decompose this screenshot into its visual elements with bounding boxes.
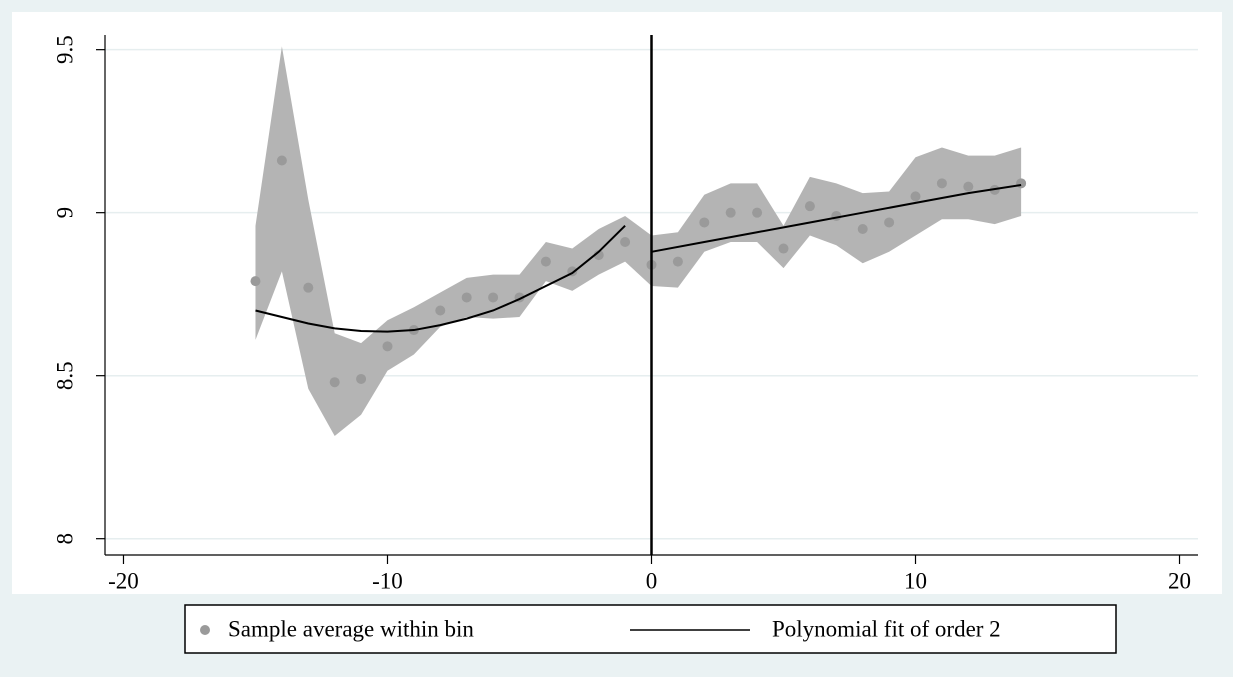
fit-line [651,183,1022,253]
bin-average [699,217,710,228]
bin-average [910,191,921,202]
y-tick-label: 9.5 [52,35,77,64]
bin-average [250,276,261,287]
bin-average [461,292,472,303]
bin-average [356,373,367,384]
bin-average [435,305,446,316]
legend-marker [200,625,210,635]
bin-average [329,377,340,388]
bin-average [857,223,868,234]
legend-label: Polynomial fit of order 2 [772,616,1001,641]
bin-average [672,256,683,267]
bin-average [884,217,895,228]
bin-average [752,207,763,218]
bin-average [963,181,974,192]
bin-average [382,341,393,352]
bin-average [778,243,789,254]
bin-average [936,178,947,189]
x-tick-label: 0 [646,568,658,593]
bin-average [540,256,551,267]
legend-box [184,604,1117,654]
bin-average [804,201,815,212]
y-tick-label: 8 [52,533,77,545]
x-tick-label: 10 [904,568,927,593]
legend-label: Sample average within bin [228,616,474,641]
fit-line [255,225,626,333]
bin-average [276,155,287,166]
ci-band [255,46,1022,437]
bin-average [303,282,314,293]
bin-average [725,207,736,218]
bin-average [1016,178,1027,189]
bin-average [488,292,499,303]
x-tick-label: -10 [372,568,403,593]
x-tick-label: -20 [108,568,139,593]
graph-region [12,12,1222,594]
y-tick-label: 8.5 [52,361,77,390]
x-tick-label: 20 [1168,568,1191,593]
bin-average [620,237,631,248]
y-tick-label: 9 [52,207,77,219]
